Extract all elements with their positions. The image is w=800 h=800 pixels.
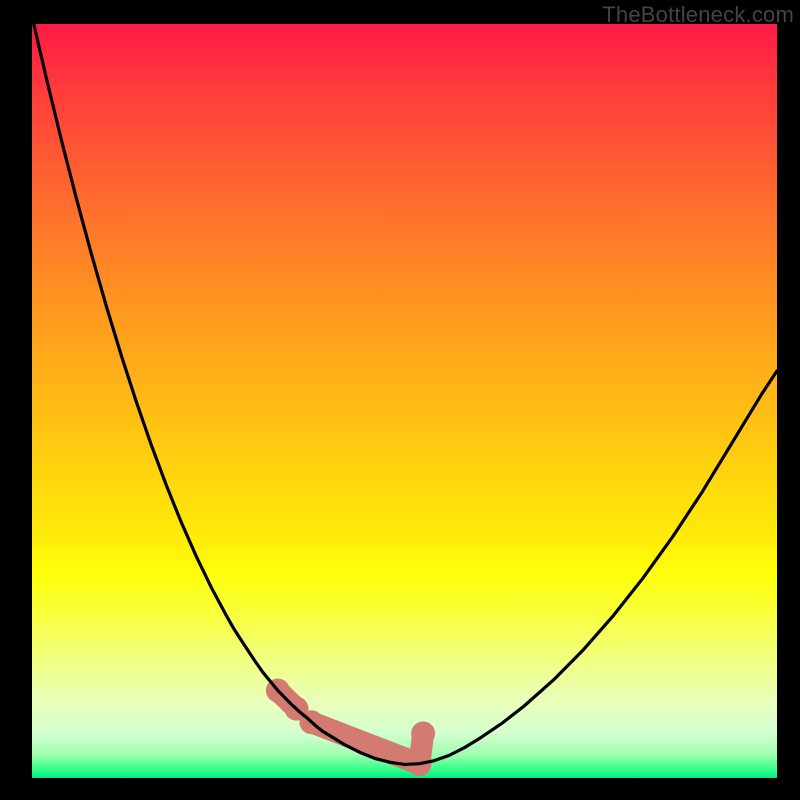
chart-svg [32,24,777,778]
highlight-cap [411,722,435,746]
highlight-layer [266,679,435,777]
chart-plot-area [32,24,777,778]
bottleneck-curve [32,16,777,764]
watermark-text: TheBottleneck.com [602,2,794,28]
highlight-segment [311,722,419,764]
